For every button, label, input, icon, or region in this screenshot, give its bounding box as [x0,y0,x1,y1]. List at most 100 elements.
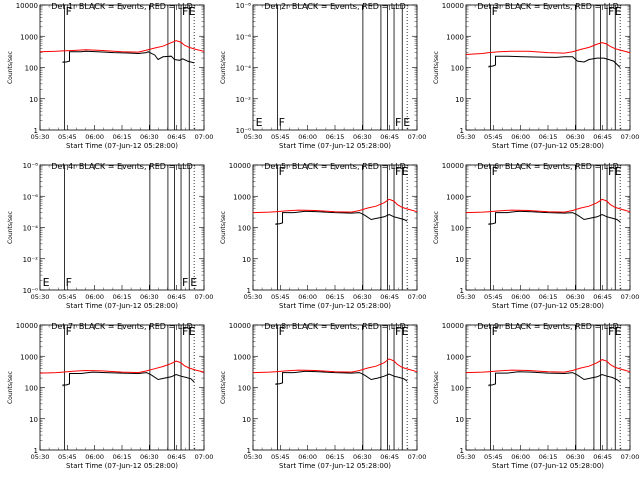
x-tick-label: 06:30 [140,293,159,301]
flag-marker: E [402,325,409,338]
y-tick-label: 1 [247,447,251,455]
x-tick-label: 06:30 [566,133,585,141]
y-tick-label: 100 [451,65,464,73]
lld-series-line [465,359,631,374]
chart-panel-6: Det 6r BLACK = Events, RED = LLD11010010… [433,162,639,310]
x-tick-label: 05:45 [484,133,503,141]
flag-marker: F [66,325,72,338]
y-tick-label: 10⁻⁰ [23,287,39,295]
flag-marker: F [279,116,285,129]
y-tick-label: 10 [455,416,464,424]
x-tick-label: 06:15 [113,133,132,141]
flag-marker: E [615,5,622,18]
x-tick-label: 06:15 [113,453,132,461]
y-tick-label: 10⁻² [236,96,252,104]
y-axis-label: Counts/sec [7,371,14,404]
chart-panel-1: Det 1r BLACK = Events, RED = LLD11010010… [7,2,213,150]
flag-marker: F [492,165,498,178]
x-tick-label: 07:00 [408,133,427,141]
y-tick-label: 1000 [233,193,251,201]
x-tick-label: 07:00 [621,453,640,461]
x-tick-label: 05:30 [244,133,263,141]
x-tick-label: 06:00 [85,293,104,301]
x-tick-label: 06:00 [511,133,530,141]
y-tick-label: 10⁻⁴ [23,225,39,233]
flag-marker: F [608,5,614,18]
x-tick-label: 06:30 [566,293,585,301]
y-tick-label: 100 [25,385,38,393]
flag-marker: E [615,165,622,178]
events-series-line [62,371,195,387]
x-tick-label: 07:00 [621,293,640,301]
flag-marker: F [608,165,614,178]
y-axis-label: Counts/sec [433,371,440,404]
x-tick-label: 07:00 [408,293,427,301]
y-tick-label: 10⁻² [23,256,39,264]
events-series-line [275,370,408,385]
x-tick-label: 05:45 [271,293,290,301]
x-tick-label: 05:45 [484,293,503,301]
lld-series-line [465,42,631,55]
y-tick-label: 1000 [446,33,464,41]
x-tick-label: 07:00 [195,293,214,301]
chart-panel-7: Det 7r BLACK = Events, RED = LLD11010010… [7,322,213,470]
y-tick-label: 10 [455,96,464,104]
chart-panel-4: Det 4r BLACK = Events, RED = LLD10⁻⁰10⁻²… [7,162,213,310]
x-tick-label: 05:30 [244,453,263,461]
x-tick-label: 05:30 [457,293,476,301]
y-axis-label: Counts/sec [220,371,227,404]
chart-panel-8: Det 8r BLACK = Events, RED = LLD11010010… [220,322,426,470]
flag-marker: E [402,165,409,178]
flag-marker: F [492,5,498,18]
y-tick-label: 1000 [446,353,464,361]
y-tick-label: 10 [242,256,251,264]
flag-marker: F [279,165,285,178]
y-tick-label: 10000 [229,322,251,330]
y-tick-label: 1000 [233,353,251,361]
x-tick-label: 06:00 [298,453,317,461]
y-tick-label: 1000 [20,33,38,41]
y-tick-label: 1 [247,287,251,295]
flag-marker: F [182,5,188,18]
flag-marker: E [189,5,196,18]
x-tick-label: 06:30 [566,453,585,461]
flag-marker: F [492,325,498,338]
x-tick-label: 05:30 [244,293,263,301]
y-tick-label: 100 [451,225,464,233]
events-series-line [488,55,621,68]
y-tick-label: 100 [451,385,464,393]
y-tick-label: 1 [460,127,464,135]
x-axis-label: Start Time (07-Jun-12 05:28:00) [492,462,604,470]
x-tick-label: 06:00 [511,453,530,461]
flag-marker: F [395,165,401,178]
x-tick-label: 07:00 [408,453,427,461]
x-tick-label: 05:30 [31,133,50,141]
y-tick-label: 10⁻⁴ [236,65,252,73]
y-tick-label: 1 [460,287,464,295]
x-tick-label: 06:45 [167,133,186,141]
x-tick-label: 06:45 [593,293,612,301]
x-axis-label: Start Time (07-Jun-12 05:28:00) [279,142,391,150]
lld-series-line [39,40,205,53]
y-tick-label: 1 [34,127,38,135]
chart-panel-2: Det 2r BLACK = Events, RED = LLD10⁻⁰10⁻²… [220,2,426,150]
y-axis-label: Counts/sec [7,211,14,244]
x-tick-label: 07:00 [195,453,214,461]
x-axis-label: Start Time (07-Jun-12 05:28:00) [66,302,178,310]
y-tick-label: 10000 [442,162,464,170]
flag-marker: F [395,116,401,129]
y-tick-label: 10⁻⁶ [23,193,39,201]
flag-marker: F [66,5,72,18]
events-series-line [62,50,195,64]
y-axis-label: Counts/sec [220,51,227,84]
x-tick-label: 06:15 [326,133,345,141]
lld-series-line [465,198,631,214]
y-tick-label: 100 [238,225,251,233]
x-tick-label: 06:45 [380,293,399,301]
x-tick-label: 06:15 [539,453,558,461]
events-series-line [488,371,621,387]
x-tick-label: 06:00 [298,293,317,301]
x-tick-label: 06:45 [167,453,186,461]
y-axis-label: Counts/sec [433,211,440,244]
flag-marker: E [190,276,197,289]
